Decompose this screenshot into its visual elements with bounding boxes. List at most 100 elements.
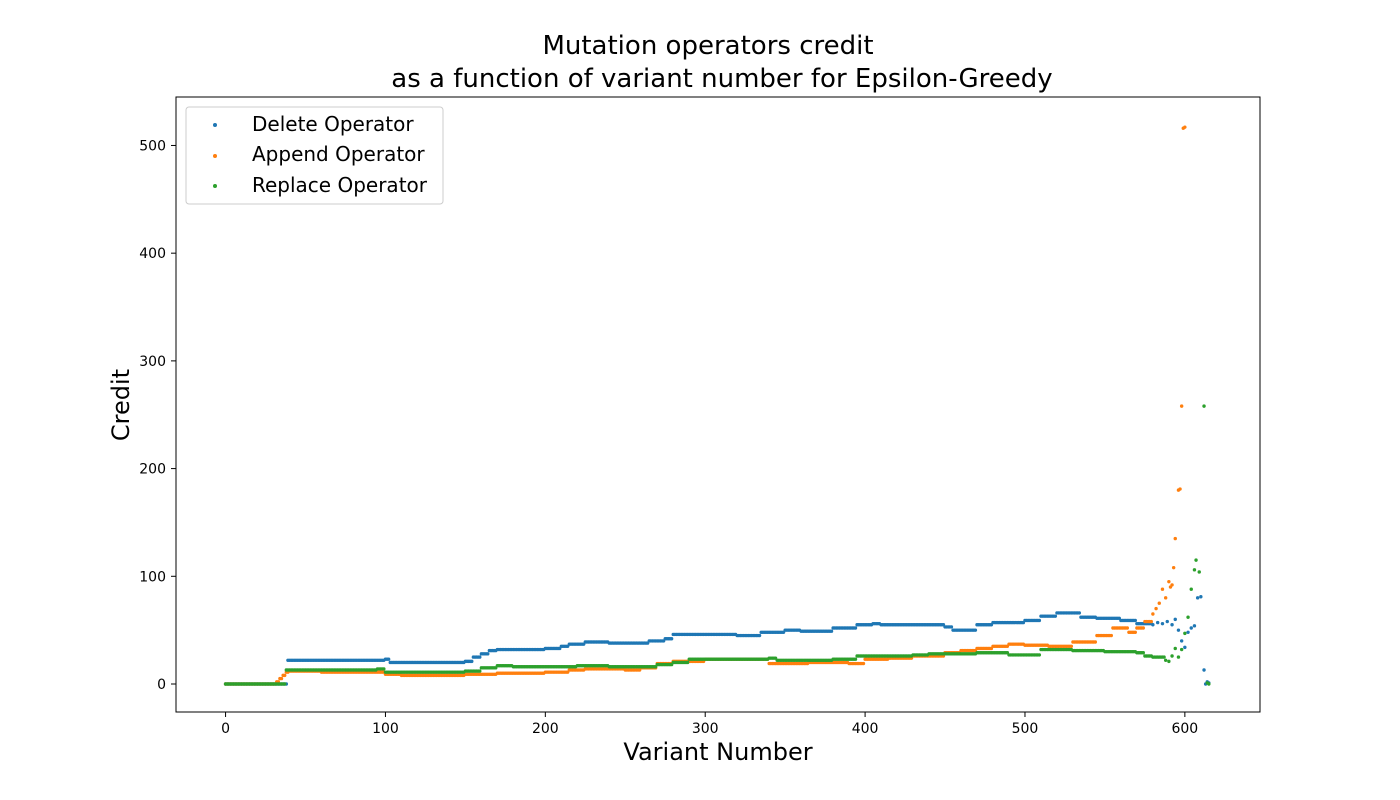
data-point — [1186, 615, 1190, 619]
data-point — [1183, 125, 1187, 129]
x-tick-label: 100 — [372, 721, 399, 737]
data-point — [1167, 579, 1171, 584]
data-point — [829, 629, 834, 633]
data-point — [1037, 618, 1042, 623]
data-point — [1202, 404, 1206, 408]
y-ticks: 0 100 200 300 400 500 — [139, 138, 176, 693]
data-point — [853, 657, 858, 661]
data-point — [283, 673, 287, 678]
data-point — [1093, 640, 1098, 644]
data-point — [1171, 565, 1176, 570]
data-point — [1202, 668, 1206, 672]
y-tick-label: 400 — [139, 246, 166, 262]
data-point — [279, 676, 284, 681]
data-point — [861, 661, 866, 666]
legend-label-delete: Delete Operator — [252, 112, 414, 136]
data-point — [1165, 619, 1169, 624]
data-point — [1157, 601, 1161, 605]
legend-marker-replace — [213, 184, 217, 188]
y-tick-label: 300 — [139, 354, 166, 370]
data-point — [1149, 619, 1153, 624]
x-ticks: 0 100 200 300 400 500 600 — [221, 712, 1198, 737]
data-point — [1170, 623, 1174, 627]
data-point — [1173, 536, 1177, 541]
data-point — [1192, 624, 1197, 628]
data-point — [853, 626, 858, 630]
data-point — [386, 657, 391, 661]
data-point — [486, 652, 490, 656]
data-point — [1186, 630, 1190, 634]
legend-marker-append — [213, 154, 217, 158]
data-point — [1077, 611, 1082, 615]
x-tick-label: 400 — [852, 721, 879, 737]
plot-points — [223, 125, 1211, 686]
data-point — [470, 659, 474, 664]
data-point — [1163, 658, 1168, 662]
data-point — [1037, 653, 1042, 657]
data-point — [1170, 654, 1174, 658]
chart-title-line-2: as a function of variant number for Epsi… — [391, 64, 1052, 94]
data-point — [1199, 595, 1203, 599]
data-point — [757, 633, 762, 638]
series-replace — [223, 404, 1211, 686]
data-point — [1170, 583, 1174, 587]
legend-label-replace: Replace Operator — [252, 173, 428, 197]
data-point — [1179, 639, 1184, 643]
data-point — [1192, 568, 1197, 572]
data-point — [1133, 630, 1137, 634]
data-point — [1183, 645, 1187, 650]
x-tick-label: 200 — [532, 721, 559, 737]
data-point — [1179, 647, 1184, 652]
data-point — [1178, 487, 1182, 491]
x-tick-label: 600 — [1171, 721, 1198, 737]
data-point — [685, 660, 690, 665]
data-point — [1207, 682, 1211, 686]
data-point — [1160, 587, 1165, 591]
data-point — [1154, 606, 1158, 611]
data-point — [1173, 646, 1177, 651]
data-point — [1183, 631, 1187, 636]
chart-title-line-1: Mutation operators credit — [542, 31, 873, 61]
data-point — [1109, 633, 1114, 638]
data-point — [1189, 587, 1193, 591]
data-point — [382, 667, 386, 671]
data-point — [1160, 621, 1165, 626]
data-point — [1163, 596, 1168, 600]
data-point — [283, 682, 287, 686]
data-point — [1194, 558, 1198, 562]
data-point — [1173, 617, 1177, 622]
data-point — [1197, 570, 1201, 574]
y-tick-label: 0 — [157, 677, 166, 693]
data-point — [1155, 620, 1160, 625]
x-tick-label: 300 — [692, 721, 719, 737]
y-tick-label: 500 — [139, 138, 166, 154]
data-point — [1176, 655, 1181, 659]
legend-label-append: Append Operator — [252, 142, 425, 166]
data-point — [1195, 596, 1200, 600]
data-point — [973, 628, 978, 632]
x-axis-label: Variant Number — [623, 738, 812, 766]
legend-frame — [185, 106, 444, 205]
legend: Delete Operator Append Operator Replace … — [185, 106, 444, 205]
data-point — [1189, 626, 1193, 630]
data-point — [949, 625, 954, 629]
data-point — [1133, 618, 1137, 623]
data-point — [1141, 651, 1145, 655]
data-point — [1151, 623, 1155, 627]
x-tick-label: 0 — [221, 721, 230, 737]
data-point — [478, 655, 482, 659]
plot-frame — [175, 96, 1261, 713]
legend-marker-delete — [213, 123, 217, 127]
data-point — [1176, 628, 1181, 632]
data-point — [1053, 614, 1058, 618]
data-point — [1151, 612, 1155, 616]
y-axis-label: Credit — [107, 369, 135, 441]
data-point — [478, 669, 482, 673]
data-point — [1069, 644, 1074, 648]
data-point — [1125, 626, 1130, 630]
x-tick-label: 500 — [1012, 721, 1039, 737]
data-point — [1141, 626, 1145, 630]
data-point — [1162, 655, 1166, 659]
data-point — [1179, 404, 1184, 408]
